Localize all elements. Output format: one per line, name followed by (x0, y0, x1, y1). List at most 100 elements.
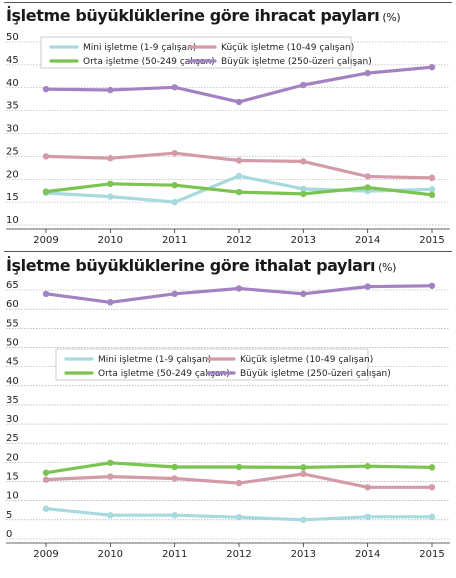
data-point (235, 98, 243, 106)
data-point (364, 173, 371, 180)
data-point (364, 484, 371, 491)
data-point (171, 290, 178, 298)
data-point (171, 198, 178, 206)
export-chart-title: İşletme büyüklüklerine göre ihracat payl… (6, 6, 401, 25)
import-chart-title: İşletme büyüklüklerine göre ithalat payl… (6, 256, 396, 275)
data-point (235, 285, 243, 292)
x-tick-label: 2015 (419, 235, 444, 246)
data-point (428, 464, 436, 471)
data-point (300, 81, 307, 89)
data-point (300, 190, 307, 198)
data-point (107, 193, 114, 200)
x-tick-label: 2013 (291, 235, 316, 246)
y-tick-label: 15 (6, 472, 19, 483)
data-point (107, 512, 114, 519)
import-chart-svg: 0 5 10 15 20 25 30 35 40 45 50 55 60 65 2009 2010 2011 20… (6, 280, 450, 560)
data-point (364, 69, 371, 77)
y-tick-label: 45 (6, 55, 19, 66)
x-tick-label: 2012 (226, 235, 251, 246)
data-point (428, 191, 436, 199)
data-point (107, 86, 114, 94)
y-tick-label: 50 (6, 32, 19, 43)
data-point (364, 463, 371, 470)
x-tick-label: 2012 (226, 549, 251, 560)
y-tick-label: 30 (6, 124, 19, 135)
data-point (171, 463, 178, 471)
data-point (300, 470, 307, 478)
data-point (107, 155, 114, 162)
x-tick-label: 2009 (33, 235, 58, 246)
data-point (171, 475, 178, 482)
x-tick-label: 2014 (355, 235, 380, 246)
data-point (428, 63, 436, 71)
x-tick-label: 2015 (419, 549, 444, 560)
data-point (171, 84, 178, 91)
data-point (300, 185, 307, 193)
series-line (44, 65, 434, 104)
y-tick-label: 60 (6, 299, 19, 310)
data-point (171, 512, 178, 519)
data-point (42, 85, 50, 93)
data-point (428, 186, 436, 193)
data-point (171, 149, 178, 157)
top-border (4, 2, 452, 3)
export-chart-panel: İşletme büyüklüklerine göre ihracat payl… (0, 0, 456, 248)
legend-label: Büyük işletme (250-üzeri çalışan) (240, 369, 391, 379)
data-point (42, 188, 50, 195)
data-point (300, 516, 307, 524)
data-point (235, 479, 243, 487)
y-tick-label: 40 (6, 376, 19, 387)
y-tick-label: 20 (6, 452, 19, 463)
data-point (107, 473, 114, 480)
y-tick-label: 5 (6, 510, 12, 521)
legend-label: Orta işletme (50-249 çalışan) (83, 57, 215, 67)
legend-label: Küçük işletme (10-49 çalışan) (240, 355, 373, 365)
data-point (235, 157, 243, 164)
x-tick-label: 2010 (98, 235, 123, 246)
data-point (300, 158, 307, 165)
x-tick-label: 2010 (98, 549, 123, 560)
data-point (428, 484, 436, 491)
x-tick-label: 2013 (291, 549, 316, 560)
data-point (300, 290, 307, 298)
legend-label: Mini işletme (1-9 çalışan) (83, 43, 196, 53)
data-point (364, 184, 371, 191)
data-point (42, 469, 50, 476)
x-tick-label: 2011 (162, 235, 187, 246)
data-point (428, 282, 436, 289)
x-tick-label: 2014 (355, 549, 380, 560)
data-point (42, 290, 50, 298)
data-point (107, 459, 114, 466)
data-point (171, 181, 178, 189)
data-point (42, 505, 50, 512)
y-tick-label: 40 (6, 78, 19, 89)
y-tick-label: 15 (6, 192, 19, 203)
y-tick-label: 25 (6, 433, 19, 444)
data-point (42, 153, 50, 160)
data-point (42, 476, 50, 483)
y-tick-label: 10 (6, 215, 19, 226)
section-divider (4, 251, 452, 252)
data-point (235, 463, 243, 471)
y-tick-label: 45 (6, 357, 19, 368)
y-tick-label: 10 (6, 491, 19, 502)
data-point (235, 188, 243, 196)
data-point (364, 283, 371, 290)
data-point (235, 513, 243, 521)
y-tick-label: 55 (6, 318, 19, 329)
export-chart-svg: 10 15 20 25 30 35 40 45 50 2009 2010 2011 2012 2013 20… (6, 32, 450, 246)
x-tick-label: 2009 (33, 549, 58, 560)
y-tick-label: 0 (6, 529, 12, 540)
data-point (300, 464, 307, 471)
import-chart-panel: İşletme büyüklüklerine göre ithalat payl… (0, 252, 456, 578)
data-point (235, 172, 243, 180)
legend-box (40, 36, 352, 69)
y-tick-label: 50 (6, 337, 19, 348)
y-tick-label: 25 (6, 146, 19, 157)
data-point (428, 174, 436, 182)
legend-label: Küçük işletme (10-49 çalışan) (221, 43, 354, 53)
legend-box (55, 348, 369, 381)
data-point (107, 299, 114, 306)
y-tick-label: 35 (6, 101, 19, 112)
y-tick-label: 35 (6, 395, 19, 406)
